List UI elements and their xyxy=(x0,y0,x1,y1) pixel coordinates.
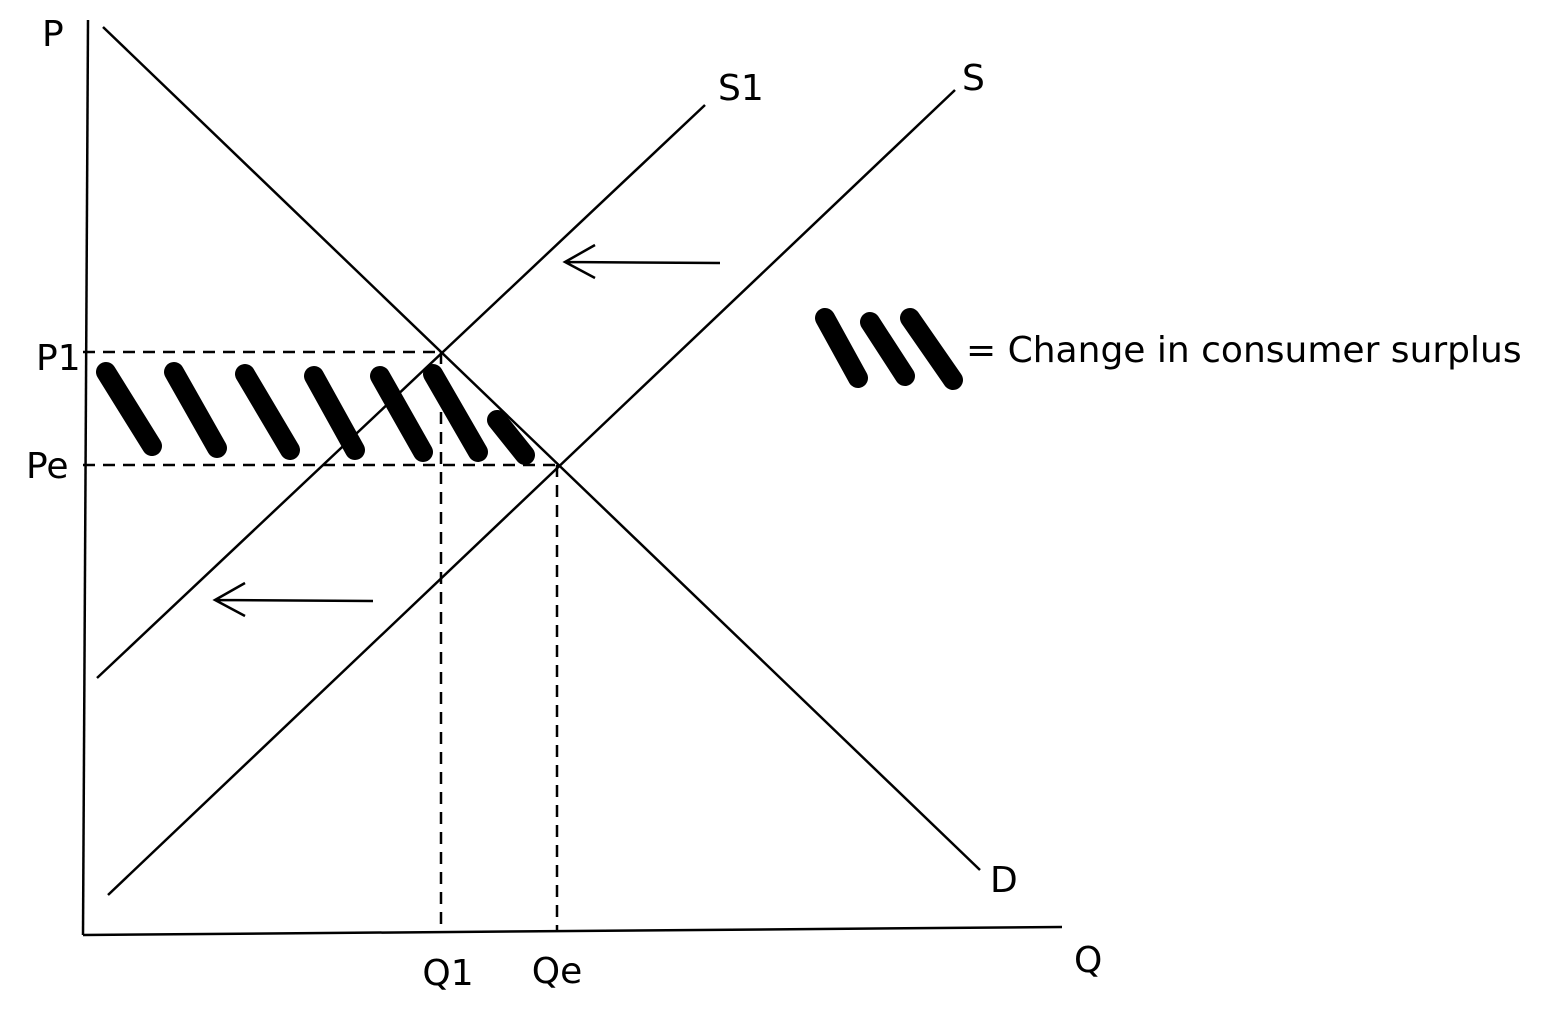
supply-curve xyxy=(107,89,956,896)
shift-arrow xyxy=(212,581,374,618)
price-label: Pe xyxy=(26,446,69,487)
x-axis-label: Q xyxy=(1074,940,1102,981)
hatch-stroke xyxy=(860,312,915,386)
hatch-stroke xyxy=(815,308,868,388)
x-axis xyxy=(82,925,1063,937)
shift-arrow xyxy=(562,243,721,280)
y-axis-label: P xyxy=(42,14,64,55)
curve-label: S xyxy=(962,58,985,99)
hatch-stroke xyxy=(423,364,488,462)
curve-label: D xyxy=(990,860,1018,901)
hatching xyxy=(96,362,535,465)
y-axis xyxy=(81,19,90,936)
quantity-label: Qe xyxy=(532,951,582,992)
legend-text: = Change in consumer surplus xyxy=(966,330,1522,371)
hatch-stroke xyxy=(304,366,365,460)
quantity-label: Q1 xyxy=(422,953,473,994)
demand-curve xyxy=(102,26,981,871)
hatch-stroke xyxy=(487,410,535,465)
hatch-stroke xyxy=(900,308,963,390)
hatch-stroke xyxy=(370,366,433,462)
price-label: P1 xyxy=(36,338,81,379)
legend-swatch xyxy=(815,308,963,390)
supply-curve-new xyxy=(96,104,706,679)
curve-label: S1 xyxy=(718,68,764,109)
hatch-stroke xyxy=(235,364,300,460)
hatch-stroke xyxy=(164,362,227,458)
hatch-stroke xyxy=(96,362,162,456)
